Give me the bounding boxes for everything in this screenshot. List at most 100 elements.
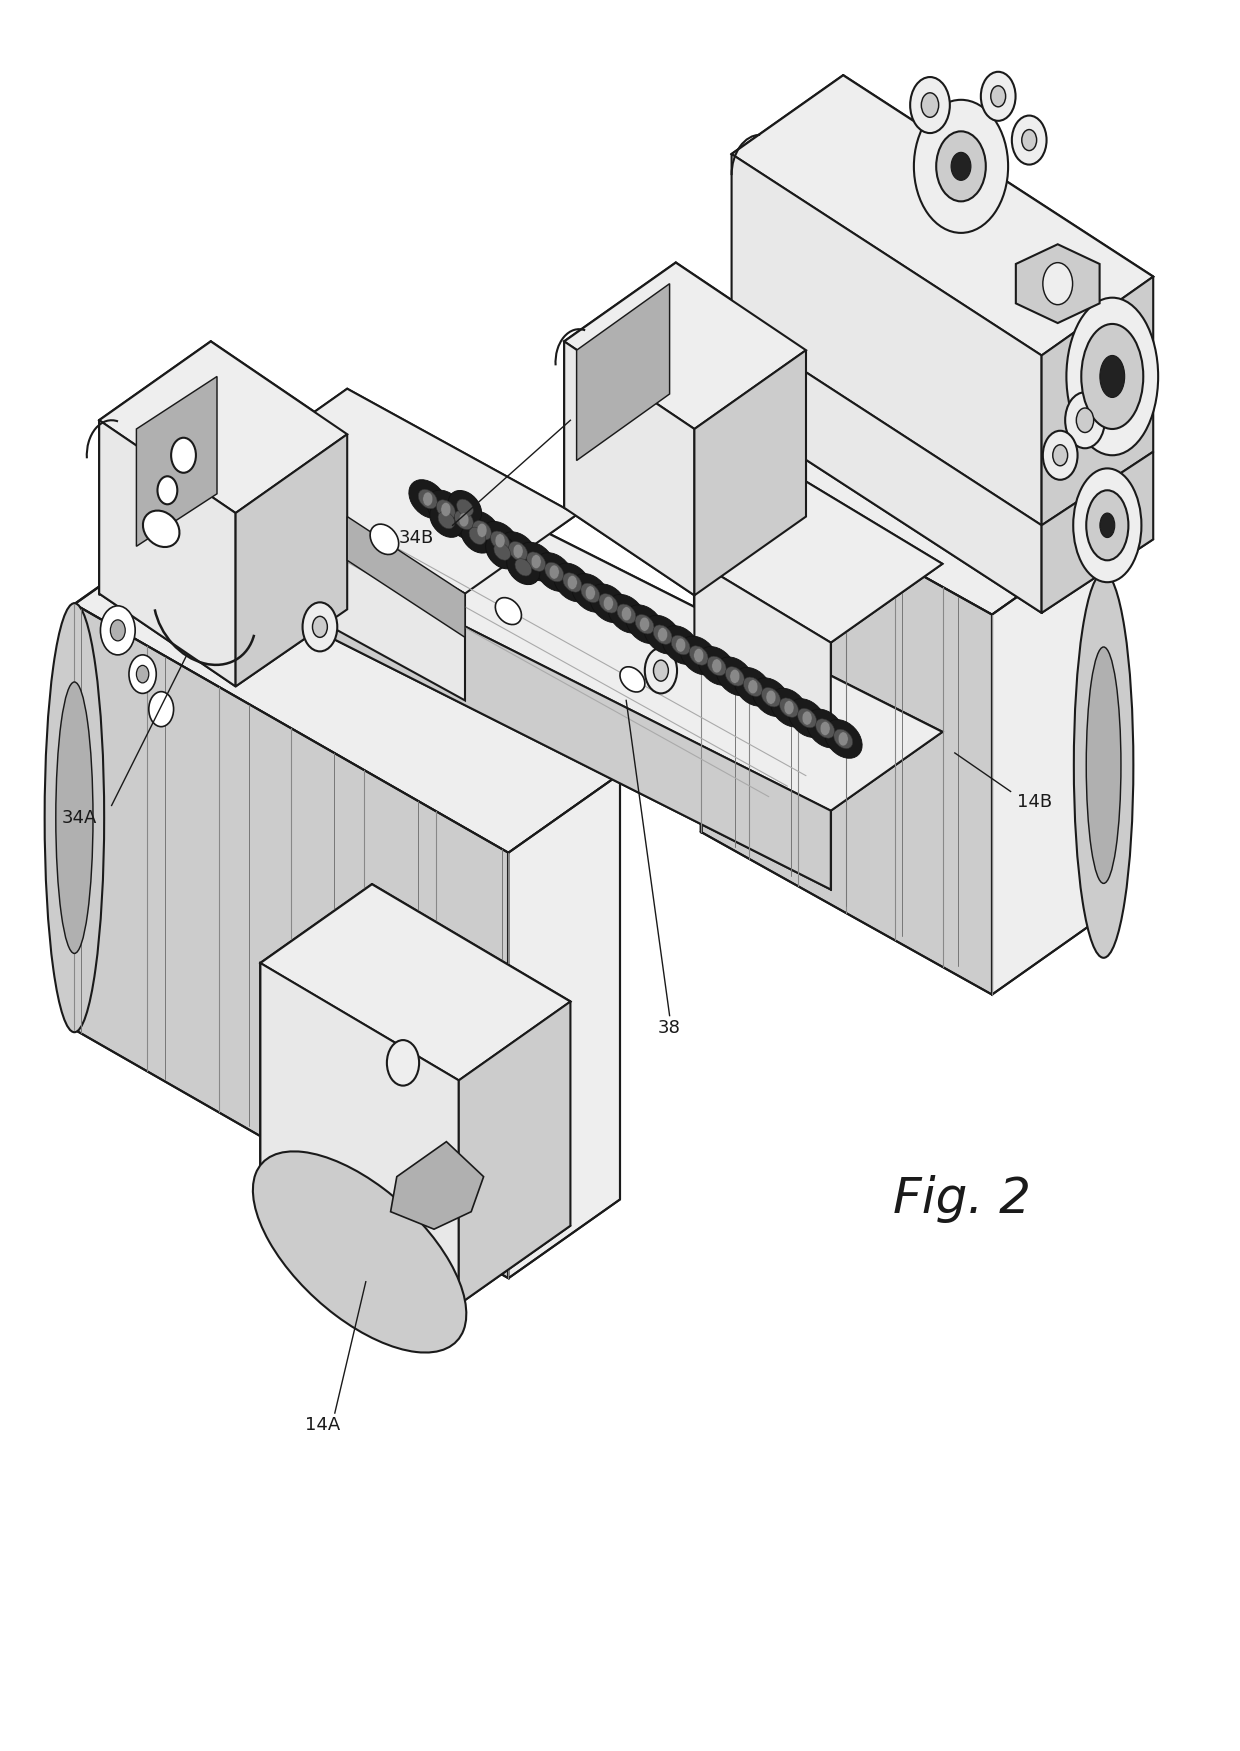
Circle shape	[441, 503, 451, 517]
Ellipse shape	[689, 646, 708, 665]
Circle shape	[303, 602, 337, 651]
Circle shape	[991, 86, 1006, 107]
Circle shape	[838, 732, 848, 746]
Polygon shape	[694, 482, 942, 643]
Ellipse shape	[463, 511, 501, 550]
Ellipse shape	[507, 550, 539, 585]
Polygon shape	[260, 963, 459, 1304]
Circle shape	[820, 721, 830, 735]
Polygon shape	[143, 464, 831, 890]
Polygon shape	[1042, 277, 1153, 525]
Circle shape	[640, 616, 650, 630]
Ellipse shape	[635, 615, 653, 634]
Ellipse shape	[599, 594, 618, 613]
Circle shape	[459, 513, 469, 527]
Ellipse shape	[427, 490, 465, 529]
Polygon shape	[347, 517, 465, 637]
Circle shape	[1043, 263, 1073, 305]
Circle shape	[110, 620, 125, 641]
Ellipse shape	[486, 534, 518, 569]
Circle shape	[1065, 392, 1105, 448]
Ellipse shape	[744, 678, 763, 697]
Polygon shape	[701, 452, 992, 995]
Circle shape	[1012, 116, 1047, 165]
Ellipse shape	[618, 604, 636, 623]
Polygon shape	[564, 341, 694, 595]
Circle shape	[477, 524, 487, 538]
Circle shape	[784, 700, 794, 714]
Circle shape	[621, 608, 631, 622]
Ellipse shape	[1086, 490, 1128, 560]
Polygon shape	[99, 420, 236, 686]
Polygon shape	[564, 263, 806, 429]
Ellipse shape	[536, 553, 573, 592]
Ellipse shape	[418, 489, 438, 510]
Ellipse shape	[662, 625, 699, 664]
Ellipse shape	[725, 667, 744, 686]
Polygon shape	[260, 884, 570, 1080]
Polygon shape	[694, 350, 806, 595]
Ellipse shape	[438, 511, 455, 529]
Text: 34B: 34B	[399, 529, 434, 546]
Polygon shape	[143, 385, 942, 811]
Polygon shape	[577, 284, 670, 461]
Ellipse shape	[1074, 573, 1133, 958]
Ellipse shape	[494, 543, 511, 560]
Polygon shape	[236, 389, 577, 594]
Ellipse shape	[253, 1152, 466, 1352]
Ellipse shape	[671, 636, 691, 655]
Circle shape	[495, 534, 505, 548]
Ellipse shape	[1086, 648, 1121, 884]
Circle shape	[312, 616, 327, 637]
Ellipse shape	[572, 574, 609, 613]
Circle shape	[936, 131, 986, 201]
Polygon shape	[74, 525, 620, 853]
Polygon shape	[701, 373, 1104, 615]
Polygon shape	[1016, 245, 1100, 324]
Circle shape	[748, 679, 758, 693]
Ellipse shape	[1066, 298, 1158, 455]
Ellipse shape	[680, 636, 718, 674]
Ellipse shape	[625, 604, 663, 644]
Ellipse shape	[789, 699, 826, 737]
Ellipse shape	[527, 552, 546, 571]
Polygon shape	[1042, 452, 1153, 613]
Circle shape	[766, 690, 776, 704]
Polygon shape	[391, 1142, 484, 1229]
Polygon shape	[732, 324, 1042, 613]
Circle shape	[568, 576, 578, 590]
Circle shape	[149, 692, 174, 727]
Circle shape	[981, 72, 1016, 121]
Ellipse shape	[608, 594, 646, 634]
Ellipse shape	[1100, 513, 1115, 538]
Circle shape	[730, 669, 740, 683]
Circle shape	[921, 93, 939, 117]
Ellipse shape	[698, 646, 735, 685]
Circle shape	[645, 648, 677, 693]
Text: 14A: 14A	[305, 1417, 340, 1434]
Ellipse shape	[517, 543, 556, 581]
Ellipse shape	[653, 625, 672, 644]
Ellipse shape	[761, 688, 780, 707]
Polygon shape	[236, 434, 347, 686]
Circle shape	[693, 648, 703, 662]
Ellipse shape	[143, 511, 180, 546]
Circle shape	[1076, 408, 1094, 432]
Polygon shape	[136, 376, 217, 546]
Polygon shape	[459, 1002, 570, 1304]
Ellipse shape	[544, 562, 564, 581]
Ellipse shape	[1100, 355, 1125, 397]
Circle shape	[136, 665, 149, 683]
Circle shape	[387, 1040, 419, 1086]
Ellipse shape	[833, 728, 853, 749]
Ellipse shape	[449, 490, 481, 525]
Ellipse shape	[1081, 324, 1143, 429]
Circle shape	[712, 658, 722, 672]
Ellipse shape	[620, 667, 645, 692]
Ellipse shape	[56, 681, 93, 953]
Ellipse shape	[751, 678, 790, 716]
Ellipse shape	[553, 564, 591, 602]
Ellipse shape	[644, 615, 682, 653]
Circle shape	[914, 100, 1008, 233]
Ellipse shape	[472, 520, 491, 539]
